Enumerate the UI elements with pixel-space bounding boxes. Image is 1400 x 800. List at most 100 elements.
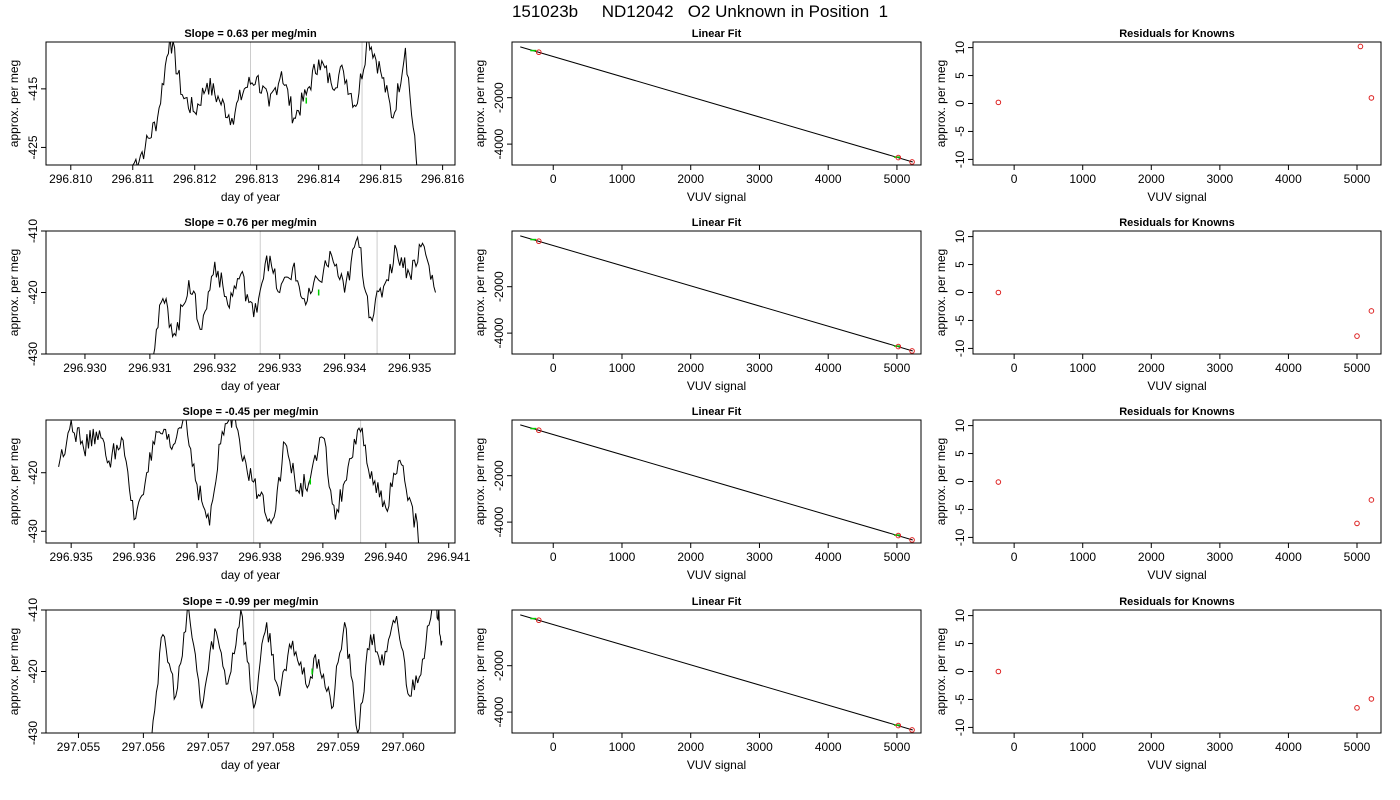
- y-tick-label: -5: [953, 694, 967, 705]
- x-tick-label: 296.932: [193, 361, 237, 375]
- x-tick-label: 4000: [1275, 172, 1302, 186]
- y-tick-label: -2000: [492, 271, 506, 302]
- y-tick-label: 10: [953, 419, 967, 433]
- y-tick-label: 0: [953, 478, 967, 485]
- x-tick-label: 296.814: [297, 172, 341, 186]
- x-tick-label: 5000: [1344, 361, 1371, 375]
- y-tick-label: -4000: [492, 128, 506, 159]
- x-tick-label: 296.812: [173, 172, 217, 186]
- x-axis-label: VUV signal: [687, 190, 746, 204]
- chart-panel: Residuals for Knowns 0 1000 2000 3000 4000 500…: [934, 28, 1382, 204]
- known-point: [1354, 705, 1360, 711]
- y-tick-label: -420: [26, 659, 40, 683]
- x-tick-label: 296.937: [175, 550, 219, 564]
- x-tick-label: 297.056: [122, 740, 166, 754]
- x-tick-label: 1000: [609, 172, 636, 186]
- x-tick-label: 3000: [1207, 740, 1234, 754]
- chart-panel: Slope = -0.99 per meg/min 297.055 297.056 2…: [7, 596, 456, 772]
- y-tick-label: -410: [26, 219, 40, 243]
- x-tick-label: 2000: [677, 172, 704, 186]
- x-tick-label: 296.933: [258, 361, 302, 375]
- x-axis-label: day of year: [221, 190, 280, 204]
- x-tick-label: 4000: [815, 740, 842, 754]
- x-tick-label: 3000: [746, 740, 773, 754]
- known-point: [536, 427, 542, 434]
- x-tick-label: 297.059: [316, 740, 360, 754]
- x-tick-label: 296.815: [359, 172, 403, 186]
- known-point: [909, 348, 915, 354]
- x-tick-label: 1000: [609, 550, 636, 564]
- x-tick-label: 4000: [1275, 740, 1302, 754]
- x-axis-label: VUV signal: [687, 568, 746, 582]
- x-tick-label: 1000: [609, 740, 636, 754]
- chart-title: Residuals for Knowns: [1119, 217, 1235, 229]
- x-tick-label: 5000: [884, 550, 911, 564]
- x-tick-label: 0: [1011, 172, 1018, 186]
- known-point: [909, 159, 915, 165]
- x-axis-label: VUV signal: [687, 758, 746, 772]
- plot-area: [995, 479, 1375, 527]
- y-axis-label: approx. per meg: [473, 438, 487, 525]
- y-tick-label: 10: [953, 230, 967, 244]
- x-tick-label: 296.935: [49, 550, 93, 564]
- plot-area: [520, 424, 915, 543]
- x-tick-label: 3000: [746, 172, 773, 186]
- y-tick-label: 0: [953, 100, 967, 107]
- y-tick-label: -4000: [492, 317, 506, 348]
- y-tick-label: -410: [26, 598, 40, 622]
- chart-panel: Linear Fit 0 1000 2000 3000 4000 5000 -4000 -200…: [473, 217, 922, 393]
- known-point: [1368, 497, 1375, 503]
- x-tick-label: 2000: [677, 740, 704, 754]
- plot-frame: [972, 41, 1382, 166]
- x-tick-label: 4000: [815, 550, 842, 564]
- chart-panel: Linear Fit 0 1000 2000 3000 4000 5000 -4000 -200…: [473, 406, 922, 582]
- plot-area: [520, 235, 915, 354]
- chart-title: Linear Fit: [692, 596, 742, 608]
- x-tick-label: 4000: [815, 172, 842, 186]
- chart-panel: Slope = 0.63 per meg/min 296.810 296.811 29…: [7, 28, 465, 204]
- x-tick-label: 296.813: [235, 172, 279, 186]
- chart-title: Residuals for Knowns: [1119, 596, 1235, 608]
- plot-area: [995, 668, 1375, 711]
- y-tick-label: -10: [953, 528, 967, 546]
- plot-area: [132, 42, 418, 165]
- y-tick-label: 10: [953, 41, 967, 55]
- plot-frame: [972, 419, 1382, 544]
- y-tick-label: 0: [953, 668, 967, 675]
- plot-frame: [511, 419, 922, 544]
- y-tick-label: -415: [26, 77, 40, 101]
- x-axis-label: day of year: [221, 568, 280, 582]
- fit-line: [520, 424, 913, 541]
- chart-title: Linear Fit: [692, 406, 742, 418]
- x-tick-label: 0: [550, 550, 557, 564]
- y-axis-label: approx. per meg: [473, 60, 487, 147]
- y-tick-label: -430: [26, 519, 40, 543]
- fit-line: [520, 235, 913, 352]
- x-tick-label: 0: [550, 740, 557, 754]
- known-point: [995, 289, 1002, 296]
- known-point: [1354, 520, 1360, 527]
- y-tick-label: 5: [953, 450, 967, 457]
- x-tick-label: 296.938: [238, 550, 282, 564]
- y-tick-label: -10: [953, 150, 967, 168]
- known-point: [995, 99, 1002, 106]
- chart-panel: Slope = -0.45 per meg/min 296.935 296.936 2…: [7, 406, 471, 582]
- plot-frame: [45, 230, 456, 355]
- x-tick-label: 296.941: [427, 550, 471, 564]
- x-tick-label: 1000: [1069, 550, 1096, 564]
- chart-panel: Linear Fit 0 1000 2000 3000 4000 5000 -4000 -200…: [473, 28, 922, 204]
- y-tick-label: -420: [26, 460, 40, 484]
- y-axis-label: approx. per meg: [7, 438, 21, 525]
- x-tick-label: 296.811: [112, 172, 155, 186]
- y-axis-label: approx. per meg: [934, 249, 948, 336]
- y-tick-label: -430: [26, 342, 40, 366]
- x-axis-label: VUV signal: [1147, 758, 1206, 772]
- x-tick-label: 297.058: [252, 740, 296, 754]
- x-tick-label: 296.816: [421, 172, 465, 186]
- x-tick-label: 5000: [1344, 550, 1371, 564]
- x-axis-label: VUV signal: [1147, 190, 1206, 204]
- plot-frame: [45, 609, 456, 734]
- plot-frame: [45, 419, 456, 544]
- x-tick-label: 0: [1011, 550, 1018, 564]
